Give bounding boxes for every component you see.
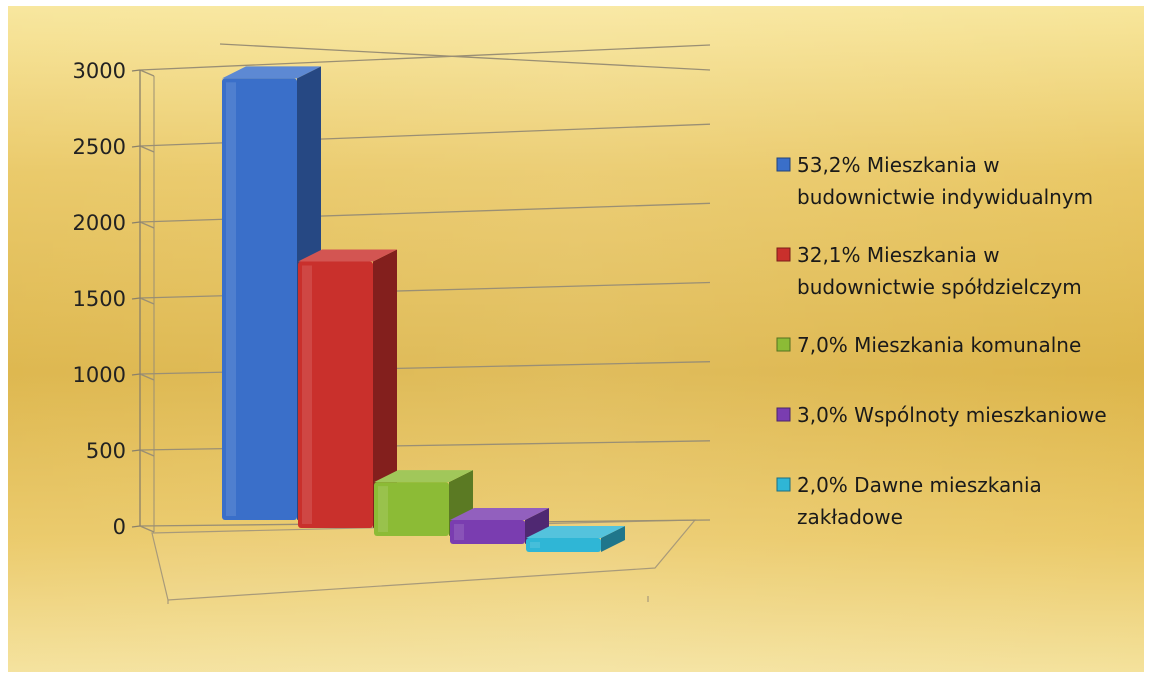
legend-label-1-line-2: budownictwie indywidualnym bbox=[797, 185, 1093, 209]
bar-1-top bbox=[222, 66, 321, 79]
y-tick-label-3000: 3000 bbox=[73, 59, 126, 83]
y-tick-label-0: 0 bbox=[113, 515, 126, 539]
bar-4-highlight bbox=[454, 524, 464, 540]
bar-3-front bbox=[374, 482, 449, 536]
gridline-depth-1000 bbox=[139, 373, 155, 381]
bar-2 bbox=[298, 249, 397, 528]
legend-entry-5: 2,0% Dawne mieszkania zakładowe bbox=[776, 473, 1042, 529]
legend-swatch-3 bbox=[776, 337, 791, 352]
legend-swatch-1 bbox=[776, 157, 791, 172]
legend-label-3: 7,0% Mieszkania komunalne bbox=[797, 333, 1081, 357]
y-tick-mark-2000 bbox=[131, 221, 141, 224]
legend-label-1: 53,2% Mieszkania w bbox=[797, 153, 1000, 177]
y-tick-mark-3000 bbox=[131, 69, 141, 72]
bar-2-highlight bbox=[302, 265, 312, 524]
legend-label-5-line-2: zakładowe bbox=[797, 505, 903, 529]
bars-layer bbox=[222, 66, 625, 552]
gridline-depth-0 bbox=[139, 525, 155, 533]
y-tick-label-2500: 2500 bbox=[73, 135, 126, 159]
gridline-depth-1500 bbox=[139, 297, 155, 305]
bar-5-highlight bbox=[530, 542, 540, 548]
bar-2-side bbox=[373, 249, 397, 528]
bar-5-front bbox=[526, 538, 601, 552]
chart-background-sheen bbox=[8, 6, 1144, 672]
gridline-depth-2500 bbox=[139, 145, 155, 153]
bar-2-front bbox=[298, 261, 373, 528]
legend-swatch-2 bbox=[776, 247, 791, 262]
y-tick-mark-2500 bbox=[131, 145, 141, 148]
legend-label-4: 3,0% Wspólnoty mieszkaniowe bbox=[797, 403, 1107, 427]
legend-label-5: 2,0% Dawne mieszkania bbox=[797, 473, 1042, 497]
gridline-depth-2000 bbox=[139, 221, 155, 229]
legend-swatch-5 bbox=[776, 477, 791, 492]
bar-5-side bbox=[601, 526, 625, 552]
y-tick-label-2000: 2000 bbox=[73, 211, 126, 235]
legend-label-2: 32,1% Mieszkania w bbox=[797, 243, 1000, 267]
bar-4-front bbox=[450, 520, 525, 544]
gridline-depth-3000 bbox=[139, 69, 155, 77]
gridline-3000 bbox=[139, 44, 711, 71]
y-tick-mark-0 bbox=[131, 525, 141, 528]
bar-5 bbox=[526, 526, 625, 552]
y-tick-mark-500 bbox=[131, 449, 141, 452]
wall-top-edge bbox=[219, 43, 711, 71]
y-tick-mark-1000 bbox=[131, 373, 141, 376]
legend-entry-4: 3,0% Wspólnoty mieszkaniowe bbox=[776, 403, 1107, 427]
legend-entry-2: 32,1% Mieszkania w budownictwie spółdziel… bbox=[776, 243, 1082, 299]
bar-3-highlight bbox=[378, 486, 388, 532]
legend-entry-1: 53,2% Mieszkania w budownictwie indywidua… bbox=[776, 153, 1093, 209]
gridline-depth-500 bbox=[139, 449, 155, 457]
bar-4 bbox=[450, 508, 549, 544]
bar-3-top bbox=[374, 470, 473, 483]
legend-entry-3: 7,0% Mieszkania komunalne bbox=[776, 333, 1081, 357]
bar-4-top bbox=[450, 508, 549, 521]
bar-4-side bbox=[525, 508, 549, 544]
legend: 53,2% Mieszkania w budownictwie indywidua… bbox=[776, 153, 1107, 529]
axis-layer: 0 500 1000 1500 2000 2500 3000 bbox=[73, 59, 155, 539]
y-tick-mark-1500 bbox=[131, 297, 141, 300]
legend-label-2-line-2: budownictwie spółdzielczym bbox=[797, 275, 1082, 299]
bar-5-top bbox=[526, 526, 625, 538]
legend-swatch-4 bbox=[776, 407, 791, 422]
bar-1-front bbox=[222, 78, 297, 521]
bar-2-top bbox=[298, 249, 397, 262]
bar-1-highlight bbox=[226, 82, 236, 517]
y-tick-label-1500: 1500 bbox=[73, 287, 126, 311]
y-tick-label-1000: 1000 bbox=[73, 363, 126, 387]
y-tick-label-500: 500 bbox=[86, 439, 126, 463]
